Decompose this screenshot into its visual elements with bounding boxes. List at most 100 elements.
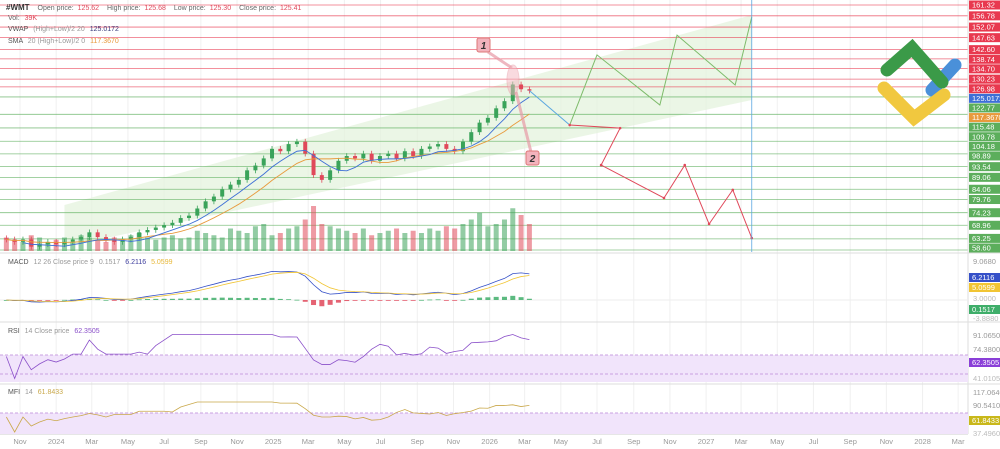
mfi-pane [0, 401, 968, 434]
price-level-badge [969, 233, 1000, 243]
time-axis-label: Sep [844, 437, 857, 446]
time-axis-label: 2028 [914, 437, 931, 446]
candle-body [70, 239, 75, 242]
vwap-price-label: 125.0172 [972, 94, 1000, 103]
volume-bar [194, 230, 200, 251]
candle-body [45, 241, 50, 245]
candle-body [162, 225, 167, 228]
hist-value-badge [969, 305, 1000, 314]
volume-bar [103, 242, 109, 251]
macd-histogram-bar [236, 298, 242, 300]
price-level-label: 134.70 [972, 64, 995, 73]
candle-body [4, 238, 9, 240]
time-axis-label: Mar [518, 437, 531, 446]
price-level-badge [969, 220, 1000, 230]
volume-bar [485, 226, 491, 251]
close-value: 125.41 [280, 5, 302, 12]
macd-histogram-bar [103, 299, 109, 301]
macd-histogram-bar [402, 300, 408, 301]
macd-histogram-bar [344, 300, 350, 302]
price-level-badge [969, 172, 1000, 182]
candle-body [303, 141, 308, 154]
volume-bar [427, 228, 433, 251]
price-level-badge [969, 208, 1000, 218]
volume-bar [236, 230, 242, 251]
macd-histogram-bar [518, 297, 524, 300]
macd-histogram-bar [302, 300, 308, 302]
volume-bar [452, 228, 458, 251]
mfi-header: MFI 14 61.8433 [8, 389, 63, 396]
sma-price-badge [969, 113, 1000, 123]
time-axis-label: 2026 [481, 437, 498, 446]
rsi-axis-tick: 41.0105 [973, 374, 1000, 383]
price-level-label: 142.60 [972, 45, 995, 54]
macd-histogram-bar [443, 300, 449, 301]
indicator-axis: 9.0680 6.2116 5.0599 3.0000 0.1517 -3.88… [969, 257, 1000, 438]
price-level-label: 79.76 [972, 195, 991, 204]
time-axis-label: Nov [13, 437, 27, 446]
forecast-point [707, 222, 711, 226]
candle-body [137, 232, 142, 238]
macd-histogram-bar [394, 300, 400, 301]
volume-bar [269, 235, 275, 251]
time-axis-label: Nov [447, 437, 461, 446]
time-axis[interactable]: Nov 2024 Mar May Jul Sep Nov 2025 Mar May Jul Sep No… [13, 437, 965, 446]
candle-body [328, 170, 333, 180]
macd-histogram-bar [169, 298, 175, 300]
candle-body [436, 144, 441, 147]
time-axis-label: May [337, 437, 351, 446]
price-level-badge [969, 243, 1000, 253]
rsi-band [0, 355, 968, 382]
volume-bar [477, 212, 483, 251]
volume-bar [435, 230, 441, 251]
macd-histogram-bar [194, 298, 200, 300]
ohlc-line: #WMT Open price: 125.62 High price: 125.… [6, 3, 302, 12]
rsi-header: RSI 14 Close price 62.3505 [8, 328, 100, 335]
candle-body [460, 141, 465, 152]
macd-histogram-bar [501, 296, 507, 300]
candle-body [245, 170, 250, 180]
price-level-label: 115.48 [972, 123, 994, 132]
candle-body [236, 179, 241, 185]
mfi-value: 61.8433 [38, 389, 63, 396]
annotation-1[interactable]: 1 [476, 37, 520, 96]
price-level-badge [969, 184, 1000, 194]
volume-bar [161, 237, 167, 251]
volume-bar [418, 233, 424, 251]
time-axis-label: Sep [411, 437, 424, 446]
price-level-label: 93.54 [972, 162, 991, 171]
candle-body [103, 237, 108, 240]
macd-histogram-bar [418, 299, 424, 301]
volume-bar [3, 237, 9, 251]
price-level-label: 104.18 [972, 142, 995, 151]
price-level-label: 156.78 [972, 11, 995, 20]
candle-body [211, 196, 216, 202]
price-level-label: 98.89 [972, 152, 991, 161]
macd-histogram-bar [493, 296, 499, 300]
candle-body [294, 141, 299, 145]
candle-body [319, 175, 324, 180]
price-level-badge [969, 132, 1000, 142]
macd-histogram-bar [228, 297, 234, 300]
rsi-value-label: 62.3505 [972, 358, 999, 367]
forecast-point [662, 196, 666, 200]
candle-body [361, 153, 366, 159]
volume-bar [518, 215, 524, 251]
macd-params: 12 26 Close price 9 [34, 259, 94, 266]
candle-body [386, 153, 391, 157]
volume-bar [153, 239, 159, 251]
macd-histogram-bar [526, 298, 532, 300]
volume-bar [335, 228, 341, 251]
mfi-value-label: 61.8433 [972, 416, 999, 425]
volume-bar [369, 235, 375, 251]
vwap-line: VWAP (High+Low)/2 20 125.0172 [8, 26, 119, 33]
annotation-2[interactable]: 2 [514, 91, 540, 166]
macd-histogram-bar [70, 299, 76, 301]
time-axis-label: Mar [735, 437, 748, 446]
price-level-badge [969, 195, 1000, 205]
macd-histogram-bar [377, 300, 383, 301]
volume-bar [169, 235, 175, 251]
macd-value-badge [969, 273, 1000, 282]
